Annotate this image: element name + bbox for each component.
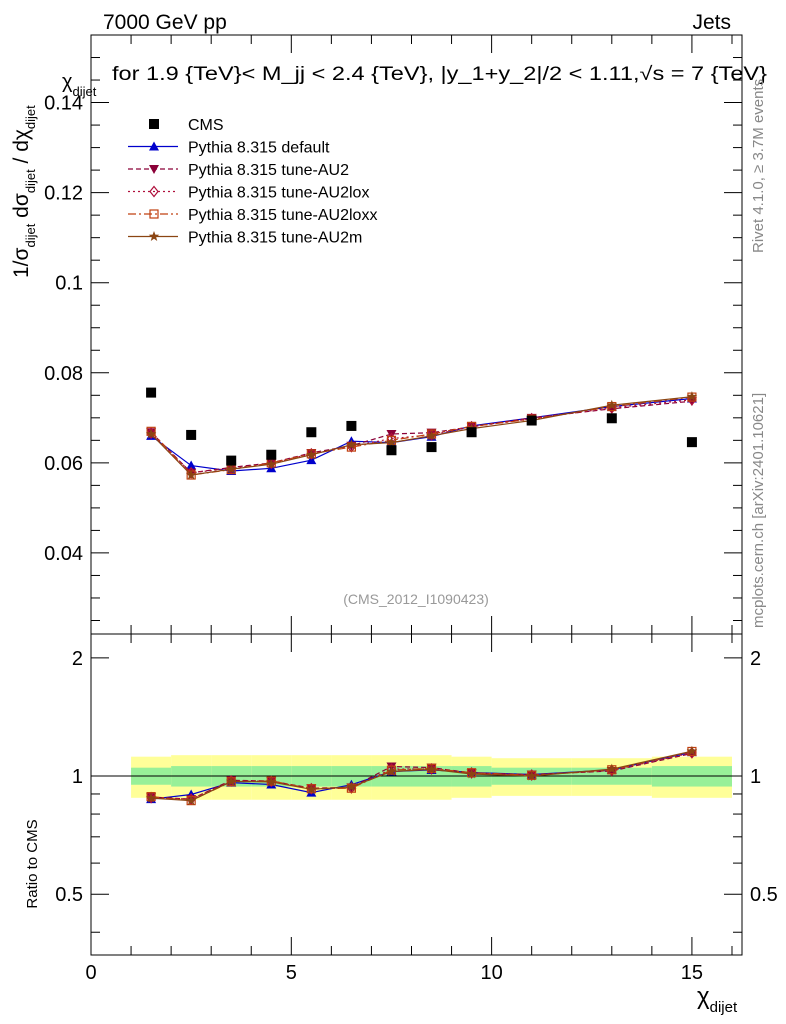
point-cms — [526, 415, 537, 426]
point-au2m — [185, 469, 197, 480]
rivet-label: Rivet 4.1.0, ≥ 3.7M events — [750, 79, 767, 253]
ratio-ylabel: Ratio to CMS — [24, 819, 41, 908]
energy-label: 7000 GeV pp — [103, 11, 227, 34]
ratio-point-au2m — [185, 795, 197, 806]
point-cms — [306, 427, 317, 438]
cut-label: for 1.9 {TeV}< M_jj < 2.4 {TeV}, |y_1+y_… — [112, 64, 767, 85]
ratio-point-au2m — [306, 783, 317, 794]
ratio-point-au2m — [686, 745, 698, 756]
ratio-y-tick-label-right: 1 — [750, 766, 761, 788]
point-cms — [386, 445, 397, 456]
ratio-y-tick-label: 1 — [72, 766, 83, 788]
y-tick-label: 0.08 — [44, 363, 83, 385]
ratio-line-au2lox — [151, 752, 693, 800]
point-au2m — [145, 428, 157, 439]
legend-marker-au2 — [149, 165, 159, 174]
point-cms — [466, 427, 477, 438]
legend-marker-au2lox — [149, 185, 159, 198]
point-au2m — [266, 458, 277, 469]
point-au2m — [686, 391, 698, 402]
x-axis-label: χdijet — [697, 983, 738, 1016]
point-au2lox — [266, 457, 277, 470]
point-au2 — [386, 430, 397, 440]
legend-label-au2loxx: Pythia 8.315 tune-AU2loxx — [188, 207, 377, 224]
main-ylabel: 1/σdijet dσdijet / dχdijet — [10, 105, 38, 278]
point-cms — [426, 442, 437, 453]
legend-label-au2: Pythia 8.315 tune-AU2 — [188, 162, 349, 179]
ratio-point-au2m — [225, 775, 237, 786]
process-label: Jets — [692, 11, 731, 34]
point-cms — [686, 437, 697, 448]
legend-label-au2m: Pythia 8.315 tune-AU2m — [188, 230, 362, 247]
point-cms — [606, 413, 617, 424]
series-line-au2m — [150, 396, 692, 476]
x-tick-label: 15 — [681, 962, 703, 984]
ratio-y-tick-label-right: 2 — [750, 648, 761, 670]
point-au2m — [346, 439, 357, 450]
ratio-point-au2lox — [146, 791, 156, 804]
legend-label-default: Pythia 8.315 default — [188, 140, 330, 157]
point-default — [186, 460, 197, 470]
ratio-y-tick-label: 0.5 — [55, 884, 83, 906]
ratio-line-au2m — [151, 750, 693, 802]
legend-marker-au2loxx — [149, 209, 159, 219]
ratio-point-au2m — [466, 768, 477, 779]
ratio-point-au2lox — [526, 769, 537, 781]
x-tick-label: 5 — [286, 962, 297, 984]
y-tick-label: 0.14 — [44, 93, 83, 115]
ratio-panel-series — [145, 745, 698, 806]
analysis-id: (CMS_2012_I1090423) — [343, 591, 489, 607]
x-tick-label: 10 — [480, 962, 502, 984]
ratio-point-au2m — [266, 776, 277, 787]
legend-marker-cms — [149, 119, 159, 129]
main-panel-axes: 0.04 0.06 0.08 0.1 0.12 0.14 — [44, 34, 742, 621]
legend-marker-au2m — [148, 231, 160, 241]
point-au2m — [306, 449, 317, 460]
ratio-y-tick-label: 2 — [72, 648, 83, 670]
point-cms — [186, 429, 197, 440]
y-tick-label: 0.06 — [44, 453, 83, 475]
mcplots-label: mcplots.cern.ch [arXiv:2401.10621] — [750, 393, 767, 628]
main-panel-series — [145, 387, 698, 480]
point-cms — [266, 449, 277, 460]
ratio-point-au2m — [145, 792, 157, 803]
point-au2lox — [306, 447, 317, 460]
ratio-y-tick-label-right: 0.5 — [750, 884, 778, 906]
y-tick-label: 0.12 — [44, 183, 83, 205]
point-au2m — [225, 463, 237, 474]
point-au2m — [426, 430, 437, 441]
legend-marker-default — [149, 141, 159, 151]
y-tick-label: 0.04 — [44, 543, 83, 565]
ratio-point-au2lox — [466, 767, 477, 779]
point-au2lox — [687, 393, 697, 406]
x-tick-label: 0 — [85, 962, 96, 984]
ratio-point-au2lox — [266, 775, 277, 788]
point-au2m — [386, 437, 397, 448]
point-cms — [346, 420, 357, 431]
point-au2m — [606, 399, 618, 410]
point-cms — [146, 387, 157, 398]
ratio-point-au2m — [426, 763, 437, 774]
ratio-point-au2lox — [306, 782, 317, 795]
ratio-panel-axes: 0.5 0.5 1 1 2 2 0 5 10 15 — [55, 35, 778, 984]
ratio-point-au2lox — [426, 762, 437, 775]
point-cms — [226, 455, 237, 466]
legend-label-au2lox: Pythia 8.315 tune-AU2lox — [188, 185, 369, 202]
y-tick-label: 0.1 — [55, 273, 83, 295]
ratio-point-au2m — [346, 781, 357, 792]
point-au2lox — [146, 427, 156, 440]
ratio-point-au2m — [526, 770, 537, 781]
ratio-point-au2m — [606, 763, 618, 774]
legend: CMS Pythia 8.315 default Pythia 8.315 tune… — [128, 117, 377, 247]
ratio-point-au2m — [386, 765, 397, 776]
legend-label-cms: CMS — [188, 117, 224, 134]
ratio-panel-frame — [90, 633, 743, 956]
